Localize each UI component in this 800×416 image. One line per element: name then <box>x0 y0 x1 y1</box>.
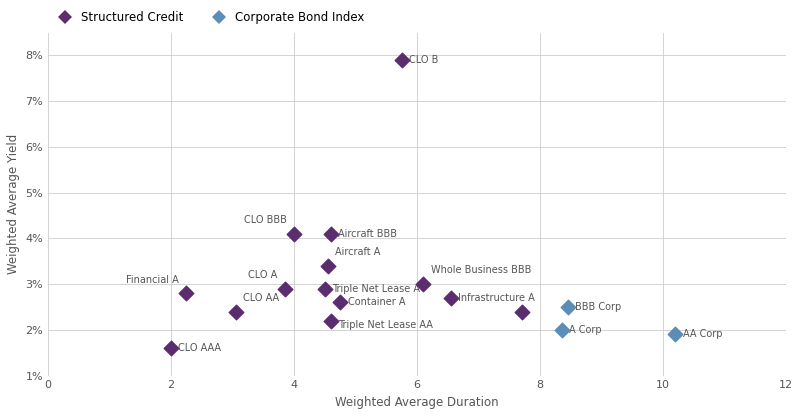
Point <box>325 230 338 237</box>
Point <box>180 290 193 297</box>
Point <box>334 299 346 306</box>
Point <box>395 57 408 63</box>
X-axis label: Weighted Average Duration: Weighted Average Duration <box>335 396 499 409</box>
Text: Aircraft A: Aircraft A <box>335 247 381 257</box>
Point <box>417 281 430 287</box>
Point <box>562 304 574 310</box>
Legend: Structured Credit, Corporate Bond Index: Structured Credit, Corporate Bond Index <box>48 7 370 29</box>
Point <box>322 262 334 269</box>
Text: CLO B: CLO B <box>409 55 438 65</box>
Point <box>515 308 528 315</box>
Text: CLO A: CLO A <box>248 270 278 280</box>
Point <box>318 285 331 292</box>
Text: CLO AA: CLO AA <box>243 293 279 303</box>
Point <box>555 327 568 333</box>
Text: A Corp: A Corp <box>569 325 602 335</box>
Text: CLO AAA: CLO AAA <box>178 343 222 353</box>
Text: BBB Corp: BBB Corp <box>575 302 622 312</box>
Point <box>165 345 178 352</box>
Text: Triple Net Lease AA: Triple Net Lease AA <box>338 320 434 330</box>
Text: CLO BBB: CLO BBB <box>244 215 286 225</box>
Point <box>445 295 458 301</box>
Text: Infrastructure A: Infrastructure A <box>458 293 535 303</box>
Text: Triple Net Lease A: Triple Net Lease A <box>332 284 420 294</box>
Text: AA Corp: AA Corp <box>682 329 722 339</box>
Point <box>230 308 242 315</box>
Point <box>288 230 301 237</box>
Text: Container A: Container A <box>347 297 405 307</box>
Point <box>278 285 291 292</box>
Text: Whole Business BBB: Whole Business BBB <box>430 265 531 275</box>
Point <box>325 317 338 324</box>
Y-axis label: Weighted Average Yield: Weighted Average Yield <box>7 134 20 274</box>
Point <box>669 331 682 338</box>
Text: Aircraft BBB: Aircraft BBB <box>338 229 398 239</box>
Text: Financial A: Financial A <box>126 275 179 285</box>
